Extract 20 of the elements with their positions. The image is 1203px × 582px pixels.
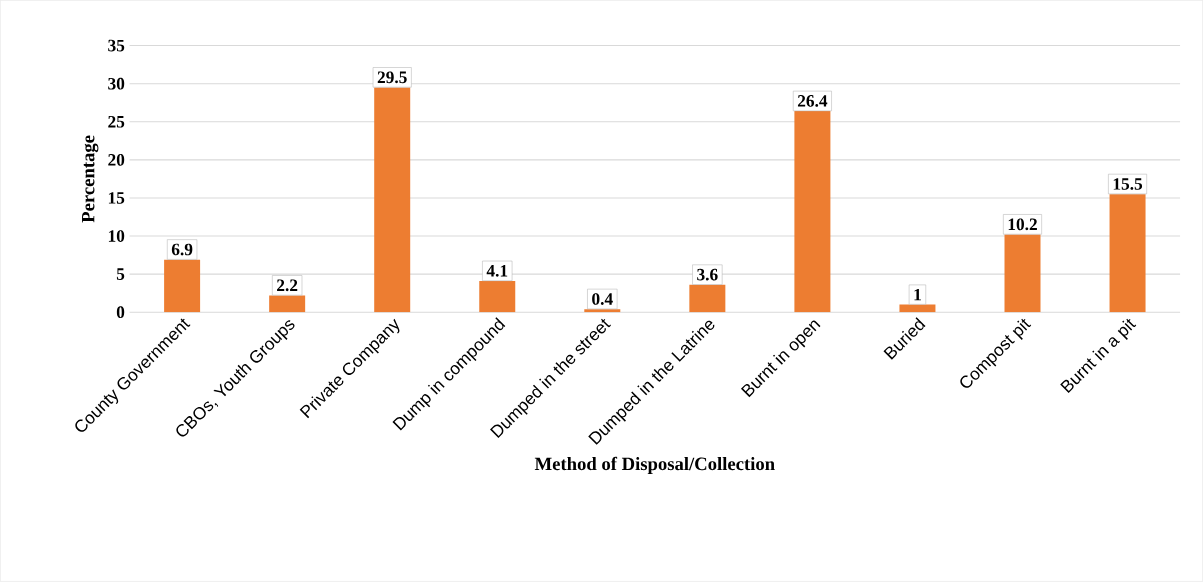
y-tick-label: 0 (116, 306, 125, 319)
y-axis-title: Percentage (82, 135, 99, 223)
data-label: 29.5 (377, 71, 407, 84)
y-tick-label: 5 (116, 268, 125, 280)
data-label: 3.6 (697, 268, 718, 281)
data-label: 26.4 (797, 95, 828, 107)
data-label: 10.2 (1008, 218, 1037, 231)
y-tick-label: 30 (108, 77, 125, 90)
y-tick-label: 20 (108, 154, 125, 166)
y-tick-label: 15 (108, 192, 125, 204)
x-axis-title: Method of Disposal/Collection (534, 456, 775, 475)
data-label: 0.4 (592, 293, 613, 306)
data-label: 6.9 (171, 243, 193, 256)
y-tick-label: 10 (108, 230, 125, 242)
y-tick-label: 35 (108, 39, 125, 52)
data-label: 15.5 (1113, 178, 1143, 190)
data-label: 1 (914, 289, 921, 301)
y-tick-label: 25 (108, 116, 125, 128)
data-label: 4.1 (486, 265, 508, 277)
data-label: 2.2 (277, 279, 298, 292)
